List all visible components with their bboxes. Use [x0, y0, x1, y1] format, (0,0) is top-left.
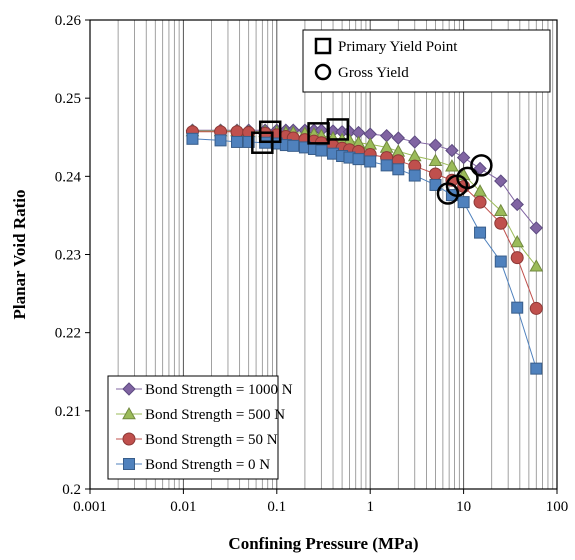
y-tick-label: 0.25: [55, 91, 81, 107]
x-tick-label: 1: [366, 499, 374, 515]
data-point: [186, 132, 199, 145]
data-point: [494, 174, 508, 188]
data-point: [474, 226, 487, 239]
data-point: [214, 134, 227, 147]
data-point: [231, 135, 244, 148]
data-point: [352, 153, 365, 166]
annotation-layer: [251, 118, 493, 205]
x-tick-label: 0.001: [73, 499, 107, 515]
data-point: [408, 169, 421, 182]
y-tick-label: 0.22: [55, 326, 81, 342]
data-point: [445, 159, 459, 172]
data-point: [493, 203, 508, 217]
legend-square-icon: [314, 37, 332, 55]
y-axis-title: Planar Void Ratio: [10, 189, 29, 319]
data-point: [494, 216, 508, 230]
legend-label: Bond Strength = 500 N: [145, 407, 285, 423]
legend-label: Bond Strength = 0 N: [145, 457, 270, 473]
x-tick-label: 0.1: [267, 499, 286, 515]
legend-box: [302, 29, 551, 93]
primary-yield-markers: [251, 118, 350, 154]
data-point: [510, 197, 524, 212]
legend-marker-icon: [123, 458, 135, 470]
data-point: [287, 139, 300, 152]
data-point: [391, 131, 406, 145]
x-tick-label: 100: [546, 499, 569, 515]
y-tick-label: 0.26: [55, 13, 82, 29]
data-point: [242, 135, 255, 148]
x-tick-label: 10: [456, 499, 471, 515]
legend-marker-icon: [122, 406, 136, 420]
data-point: [529, 221, 543, 235]
data-point: [510, 234, 525, 248]
legend-marker-icon: [122, 432, 136, 446]
data-point: [529, 259, 544, 272]
data-point: [445, 143, 459, 158]
legend-circle-icon: [314, 63, 332, 81]
legend-series: Bond Strength = 1000 N Bond Strength = 50…: [107, 375, 293, 480]
x-tick-label: 0.01: [170, 499, 196, 515]
data-point: [529, 301, 543, 315]
data-point: [511, 301, 524, 314]
data-point: [428, 167, 442, 181]
yield-point-square: [326, 118, 350, 141]
series-layer: [185, 123, 544, 375]
legend-label: Gross Yield: [338, 65, 409, 81]
data-point: [473, 195, 487, 209]
data-point: [457, 196, 470, 209]
data-point: [494, 255, 507, 268]
yield-point-circle: [470, 154, 493, 177]
data-point: [364, 155, 377, 168]
series-diamond: [185, 123, 543, 235]
data-point: [428, 153, 443, 166]
legend-label: Bond Strength = 50 N: [145, 432, 278, 448]
y-tick-label: 0.24: [55, 169, 82, 185]
data-point: [380, 159, 393, 172]
data-point: [408, 135, 422, 149]
x-axis: 0.001 0.01 0.1 1 10 100: [73, 489, 568, 515]
legend-box: [107, 375, 279, 480]
data-point: [315, 144, 328, 157]
data-point: [510, 251, 524, 265]
data-point: [392, 163, 405, 176]
x-axis-title: Confining Pressure (MPa): [228, 534, 418, 553]
yield-point-square: [258, 120, 282, 144]
gross-yield-markers: [436, 154, 493, 205]
data-point: [530, 362, 543, 375]
y-axis: 0.2 0.21 0.22 0.23 0.24 0.25 0.26: [55, 13, 90, 498]
legend-annotations: Primary Yield Point Gross Yield: [302, 29, 551, 93]
legend-label: Primary Yield Point: [338, 39, 458, 55]
data-point: [456, 150, 471, 165]
y-tick-label: 0.21: [55, 404, 81, 420]
y-tick-label: 0.2: [62, 482, 81, 498]
y-tick-label: 0.23: [55, 248, 81, 264]
legend-marker-icon: [122, 382, 136, 396]
yield-point-circle: [456, 166, 479, 190]
data-point: [428, 138, 443, 152]
legend-label: Bond Strength = 1000 N: [145, 382, 293, 398]
